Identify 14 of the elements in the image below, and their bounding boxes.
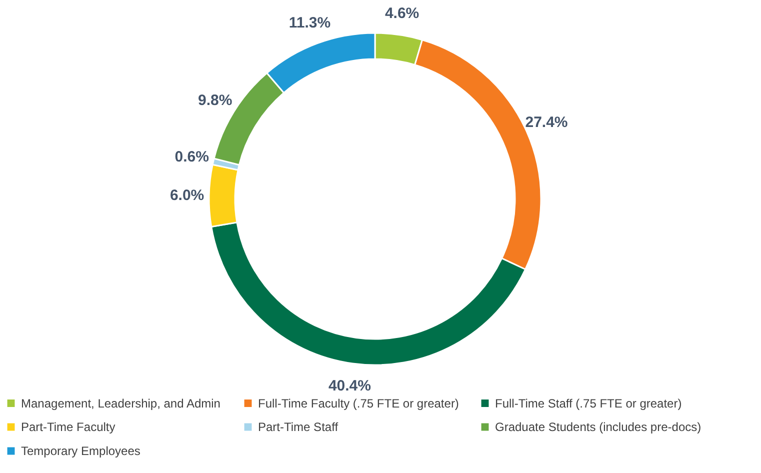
legend-label: Temporary Employees xyxy=(21,444,140,458)
data-label: 4.6% xyxy=(384,4,420,22)
legend-label: Full-Time Faculty (.75 FTE or greater) xyxy=(258,396,459,410)
data-label: 0.6% xyxy=(174,148,209,166)
data-label: 11.3% xyxy=(288,14,331,32)
data-label: 9.8% xyxy=(198,92,232,110)
legend-label: Part-Time Staff xyxy=(258,420,339,434)
legend-label: Management, Leadership, and Admin xyxy=(21,396,220,410)
legend-label: Graduate Students (includes pre-docs) xyxy=(495,420,702,434)
data-label: 40.4% xyxy=(328,377,371,394)
legend-label: Full-Time Staff (.75 FTE or greater) xyxy=(495,396,682,410)
data-label: 27.4% xyxy=(525,114,568,131)
legend-label: Part-Time Faculty xyxy=(21,420,116,434)
data-label: 6.0% xyxy=(170,187,204,204)
